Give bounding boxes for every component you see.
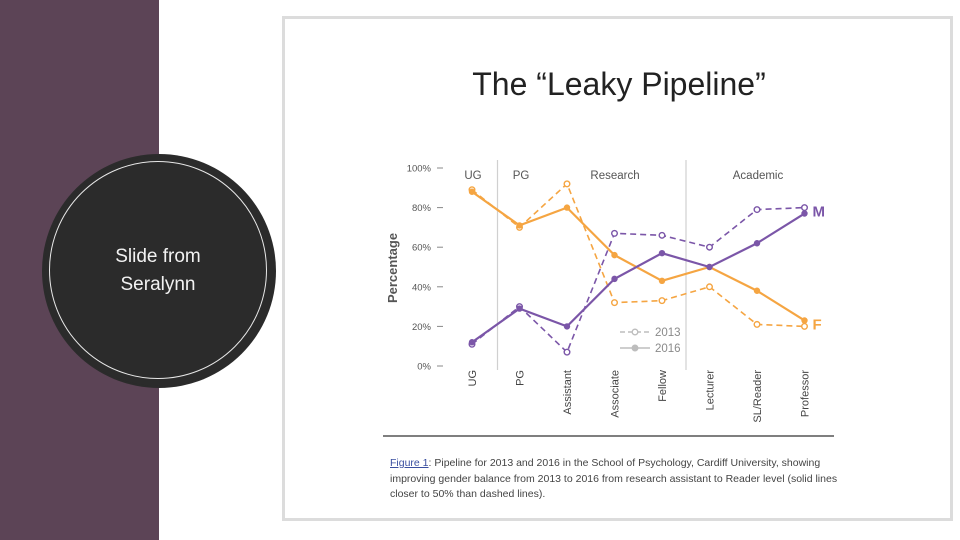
x-tick-label: Fellow [657,370,669,402]
data-point-f-2016 [468,188,476,195]
group-label: UG [464,170,481,182]
figure-frame [282,16,953,521]
data-point-m-2016 [801,210,808,217]
y-tick-label: 100% [407,164,432,175]
group-label: Research [590,170,639,182]
x-tick-label: PG [515,370,527,386]
data-point-m-2016 [611,275,618,283]
data-point-f-2016 [516,222,523,229]
series-line-f-2013 [471,182,805,328]
group-labels: UG PG Research Academic [464,170,783,182]
legend-label: 2013 [655,327,681,339]
legend-marker-2013 [631,328,639,336]
legend-label: 2016 [655,343,681,355]
data-point-f-2013 [658,297,666,305]
group-dividers [496,160,687,370]
end-label-m: M [813,204,826,221]
caption-label: Figure 1 [390,457,429,469]
data-point-m-2016 [468,339,476,346]
x-axis-tick-labels: UG PG Assistant Associate Fellow Lecturer SL/R… [467,370,812,423]
x-tick-label: UG [467,370,479,387]
y-tick-label: 60% [412,243,432,254]
x-tick-label: Professor [800,370,812,417]
data-point-m-2013 [801,204,809,212]
data-point-f-2016 [753,287,761,294]
data-point-m-2016 [563,323,571,330]
x-tick-label: Associate [610,370,622,418]
data-point-m-2016 [516,305,523,312]
legend-marker-2016 [631,344,639,352]
data-point-m-2013 [658,231,666,239]
data-point-f-2016 [563,204,571,211]
data-point-f-2016 [658,277,666,285]
legend: 2013 2016 [620,327,681,355]
slide-title-text: Slide from Seralynn [115,246,201,295]
data-point-f-2016 [801,317,808,324]
title-circle-ring [49,161,267,379]
y-tick-label: 0% [417,362,431,373]
series-layer [468,180,809,356]
x-tick-label: SL/Reader [752,370,764,423]
data-point-m-2013 [706,243,714,251]
data-point-f-2013 [611,299,619,307]
data-point-m-2016 [658,249,666,257]
figure-caption: Figure 1: Pipeline for 2013 and 2016 in … [390,456,840,503]
series-line-m-2016 [471,212,806,344]
series-line-m-2013 [471,206,805,354]
group-label: PG [513,170,530,182]
y-tick-label: 20% [412,322,432,333]
data-point-f-2013 [706,283,714,291]
y-axis-label: Percentage [385,233,400,303]
group-label: Academic [733,170,784,182]
end-label-f: F [813,316,822,333]
caption-text: : Pipeline for 2013 and 2016 in the Scho… [390,457,838,500]
y-tick-label: 40% [412,282,432,293]
data-point-m-2013 [563,348,571,356]
data-point-f-2016 [611,251,618,259]
data-point-f-2013 [801,322,809,330]
x-tick-label: Assistant [562,370,574,415]
chart-title: The “Leaky Pipeline” [472,66,765,102]
data-point-m-2016 [753,240,761,247]
x-tick-label: Lecturer [705,370,717,411]
data-point-f-2013 [563,180,571,188]
end-labels: MF [813,204,826,334]
data-point-m-2013 [753,206,761,214]
data-point-m-2013 [611,229,619,237]
y-axis: 0% 20% 40% 60% 80% 100% [407,164,443,373]
series-line-f-2016 [471,190,806,322]
data-point-m-2016 [706,263,713,271]
y-tick-label: 80% [412,203,432,214]
data-point-f-2013 [753,320,761,328]
